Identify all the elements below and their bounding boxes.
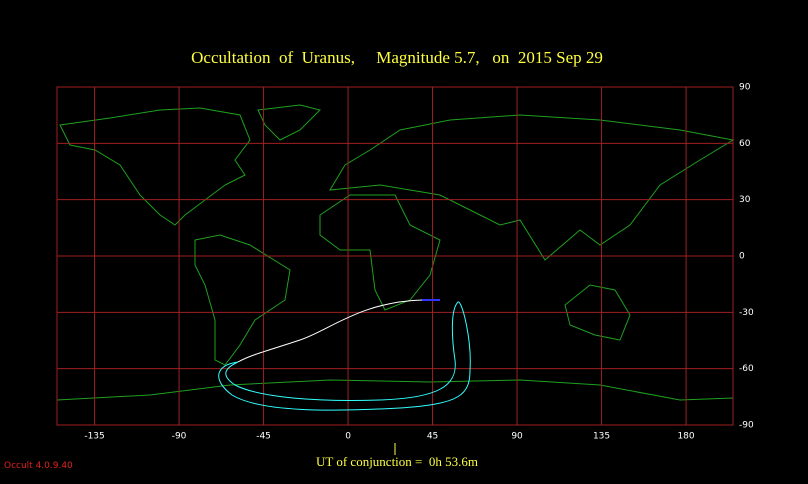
australia bbox=[564, 284, 631, 341]
x-tick-label: -90 bbox=[172, 432, 187, 442]
antarctica bbox=[56, 379, 734, 401]
x-tick-label: -45 bbox=[256, 432, 271, 442]
north-america bbox=[59, 107, 251, 226]
version: Occult 4.0.9.40 bbox=[4, 461, 73, 471]
conjunction-label: UT of conjunction = 0h 53.6m bbox=[316, 454, 478, 469]
africa bbox=[319, 194, 441, 311]
title: Occultation of Uranus, Magnitude 5.7, on… bbox=[191, 48, 603, 67]
coastlines bbox=[56, 104, 735, 401]
y-tick-label: 90 bbox=[739, 83, 751, 93]
x-tick-label: 45 bbox=[427, 432, 438, 442]
x-tick-label: 135 bbox=[593, 432, 610, 442]
x-tick-label: 0 bbox=[345, 432, 351, 442]
y-tick-label: -30 bbox=[739, 308, 754, 318]
greenland bbox=[257, 104, 321, 141]
y-tick-label: -90 bbox=[739, 421, 754, 431]
map-frame bbox=[56, 86, 734, 426]
x-tick-label: 180 bbox=[677, 432, 694, 442]
south-america bbox=[194, 234, 291, 366]
x-tick-label: 90 bbox=[511, 432, 523, 442]
y-tick-label: 30 bbox=[739, 195, 751, 205]
y-tick-label: 0 bbox=[739, 252, 745, 262]
y-tick-label: -60 bbox=[739, 364, 754, 374]
eurasia bbox=[329, 114, 735, 261]
path-limit-north bbox=[237, 299, 423, 363]
x-tick-label: -135 bbox=[84, 432, 104, 442]
path-limit-south bbox=[218, 301, 471, 411]
y-tick-label: 60 bbox=[739, 139, 751, 149]
